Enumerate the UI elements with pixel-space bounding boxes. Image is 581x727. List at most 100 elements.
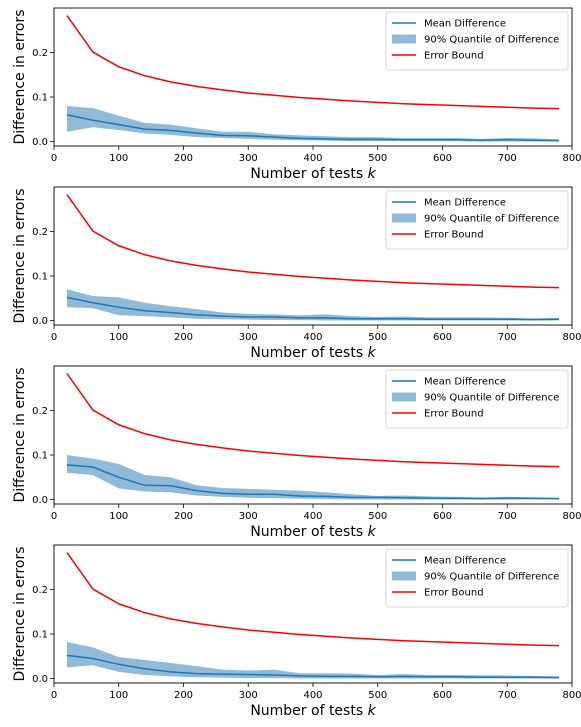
y-tick-label: 0.0: [32, 674, 48, 685]
y-tick-label: 0.1: [32, 272, 48, 283]
error-bound-line: [66, 194, 560, 289]
x-tick-label: 200: [174, 153, 193, 164]
x-axis-label: Number of tests k: [250, 703, 376, 719]
x-tick-label: 0: [51, 153, 57, 164]
legend-entry: 90% Quantile of Difference: [424, 393, 559, 404]
legend-patch-swatch: [392, 392, 416, 402]
x-tick-label: 0: [51, 332, 57, 343]
legend-entry: Mean Difference: [424, 377, 506, 388]
y-tick-label: 0.2: [32, 406, 48, 417]
x-axis-label-variable: k: [368, 524, 377, 540]
x-axis-label-text: Number of tests: [250, 345, 367, 361]
legend: Mean Difference 90% Quantile of Differenc…: [385, 11, 569, 71]
quantile-band: [66, 105, 560, 142]
x-tick-label: 600: [433, 332, 452, 343]
mean-difference-line: [66, 464, 560, 500]
chart-panel-3: 0 100 200 300 400 500 600 700 800 0.0 0.1 0.2 Differ…: [12, 365, 581, 540]
x-tick-label: 600: [433, 690, 452, 701]
x-axis-label-variable: k: [368, 345, 377, 361]
error-bound-line: [66, 15, 560, 110]
legend-entry: Mean Difference: [424, 556, 506, 567]
y-tick-label: 0.1: [32, 93, 48, 104]
legend-frame: [385, 548, 569, 608]
y-axis-label: Difference in errors: [12, 367, 28, 502]
y-tick-label: 0.2: [32, 48, 48, 59]
y-axis-label: Difference in errors: [12, 546, 28, 681]
legend-frame: [385, 369, 569, 429]
y-axis-label: Difference in errors: [12, 188, 28, 323]
legend-entry: Error Bound: [424, 409, 484, 420]
x-axis-label-text: Number of tests: [250, 524, 367, 540]
x-tick-label: 800: [562, 511, 581, 522]
x-tick-label: 800: [562, 332, 581, 343]
legend-entry: Error Bound: [424, 230, 484, 241]
y-tick-label: 0.1: [32, 451, 48, 462]
x-tick-label: 800: [562, 690, 581, 701]
legend-patch-swatch: [392, 571, 416, 581]
legend-entry: Error Bound: [424, 588, 484, 599]
chart-panel-4: 0 100 200 300 400 500 600 700 800 0.0 0.1 0.2 Differ…: [12, 544, 581, 719]
x-tick-label: 700: [498, 511, 517, 522]
x-tick-label: 400: [303, 690, 322, 701]
legend-entry: Error Bound: [424, 51, 484, 62]
x-tick-label: 400: [303, 332, 322, 343]
x-axis-label: Number of tests k: [250, 524, 376, 540]
x-tick-label: 200: [174, 332, 193, 343]
x-tick-label: 100: [109, 153, 128, 164]
x-axis-label-variable: k: [368, 166, 377, 182]
x-tick-label: 700: [498, 153, 517, 164]
x-tick-label: 500: [368, 332, 387, 343]
x-tick-label: 400: [303, 153, 322, 164]
x-tick-label: 200: [174, 690, 193, 701]
y-tick-label: 0.0: [32, 137, 48, 148]
legend-patch-swatch: [392, 213, 416, 223]
x-tick-label: 600: [433, 511, 452, 522]
x-tick-label: 300: [239, 153, 258, 164]
error-bound-line: [66, 373, 560, 468]
x-tick-label: 0: [51, 690, 57, 701]
x-axis-label: Number of tests k: [250, 166, 376, 182]
legend-entry: Mean Difference: [424, 19, 506, 30]
quantile-band: [66, 289, 560, 321]
x-tick-label: 300: [239, 690, 258, 701]
mean-difference-line: [66, 114, 560, 142]
quantile-band: [66, 642, 560, 679]
x-axis-label-text: Number of tests: [250, 703, 367, 719]
x-tick-label: 600: [433, 153, 452, 164]
x-tick-label: 100: [109, 332, 128, 343]
mean-difference-line: [66, 296, 560, 321]
x-tick-label: 200: [174, 511, 193, 522]
x-tick-label: 500: [368, 153, 387, 164]
x-tick-label: 700: [498, 332, 517, 343]
x-tick-label: 300: [239, 511, 258, 522]
y-tick-label: 0.0: [32, 316, 48, 327]
x-axis-label-text: Number of tests: [250, 166, 367, 182]
legend-entry: 90% Quantile of Difference: [424, 214, 559, 225]
legend-frame: [385, 190, 569, 250]
legend-entry: 90% Quantile of Difference: [424, 572, 559, 583]
x-tick-label: 300: [239, 332, 258, 343]
x-axis-label: Number of tests k: [250, 345, 376, 361]
y-tick-label: 0.1: [32, 630, 48, 641]
x-tick-label: 0: [51, 511, 57, 522]
y-tick-label: 0.2: [32, 585, 48, 596]
chart-panel-1: 0 100 200 300 400 500 600 700 800 0.0 0.1 0.2 Differ…: [12, 7, 581, 182]
x-tick-label: 500: [368, 511, 387, 522]
mean-difference-line: [66, 654, 560, 679]
legend-entry: 90% Quantile of Difference: [424, 35, 559, 46]
error-bound-line: [66, 552, 560, 647]
quantile-band: [66, 455, 560, 500]
legend: Mean Difference 90% Quantile of Differenc…: [385, 548, 569, 608]
legend: Mean Difference 90% Quantile of Differenc…: [385, 190, 569, 250]
x-tick-label: 500: [368, 690, 387, 701]
legend-patch-swatch: [392, 34, 416, 44]
x-axis-label-variable: k: [368, 703, 377, 719]
legend: Mean Difference 90% Quantile of Differenc…: [385, 369, 569, 429]
y-axis-label: Difference in errors: [12, 9, 28, 144]
legend-entry: Mean Difference: [424, 198, 506, 209]
x-tick-label: 100: [109, 511, 128, 522]
x-tick-label: 700: [498, 690, 517, 701]
x-tick-label: 100: [109, 690, 128, 701]
legend-frame: [385, 11, 569, 71]
